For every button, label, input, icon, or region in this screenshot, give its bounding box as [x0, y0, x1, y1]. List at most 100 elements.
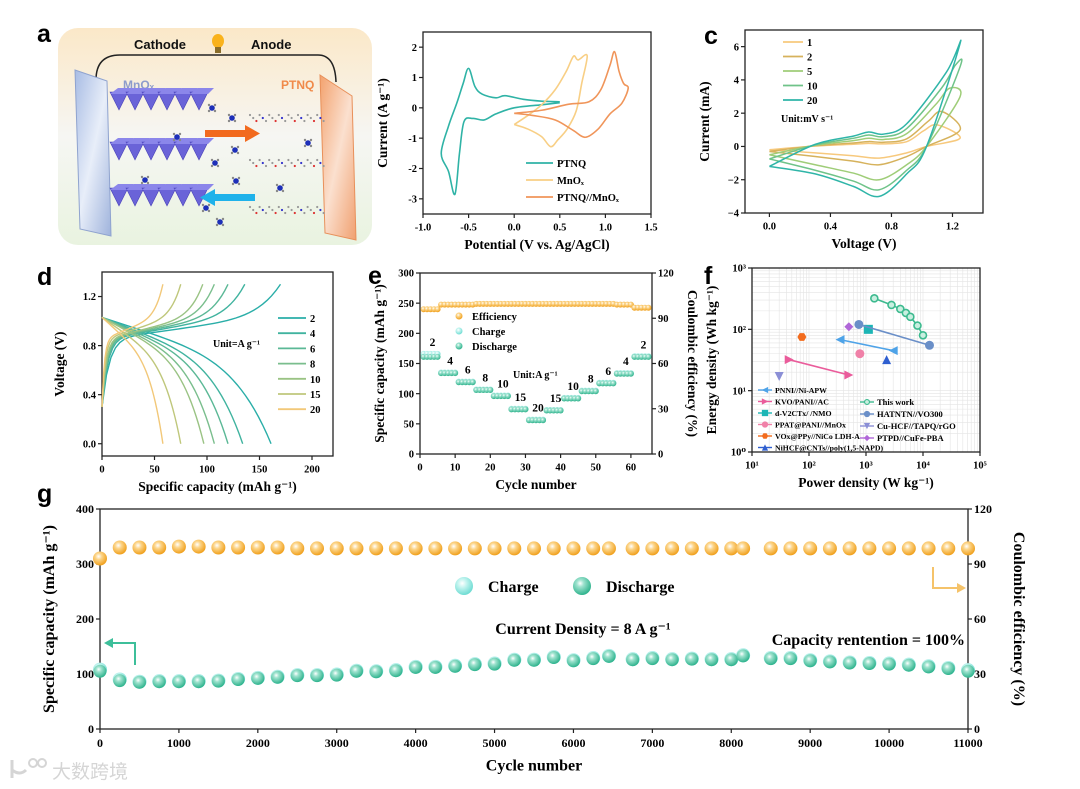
- chart-g: 0 1000 2000 3000 4000 5000 6000 7000 8000 9000 100…: [41, 502, 1027, 774]
- discharge-curve-4: [101, 316, 244, 444]
- series-PTPD//CuFe-PBA: [844, 322, 854, 332]
- mnox-layers: [109, 88, 214, 207]
- cathode-label: Cathode: [134, 37, 186, 52]
- molecule-atom: [303, 164, 306, 168]
- molecule-atom: [284, 211, 287, 215]
- y-tick-label: -1: [408, 134, 417, 145]
- data-point: [844, 322, 854, 332]
- efficiency-point: [112, 540, 127, 555]
- x-tick-label: 10²: [802, 461, 816, 472]
- unit-annotation: Unit=A g⁻¹: [213, 339, 260, 350]
- y2-tick-label: 30: [658, 404, 669, 415]
- discharge-point: [330, 668, 344, 682]
- efficiency-point: [270, 540, 285, 555]
- data-point: [835, 335, 845, 345]
- legend-label: KVO/PANI//AC: [775, 398, 829, 407]
- x-tick-label: 10⁵: [973, 461, 987, 472]
- x-axis-label: Cycle number: [486, 758, 582, 775]
- x-tick-label: 50: [149, 465, 160, 476]
- efficiency-point: [783, 541, 798, 556]
- y2-tick-label: 0: [658, 450, 663, 461]
- discharge-point: [487, 387, 494, 394]
- efficiency-point: [601, 541, 616, 556]
- efficiency-point: [586, 541, 601, 556]
- molecule-atom: [264, 164, 268, 168]
- rate-label: 8: [588, 374, 594, 386]
- legend-marker: [761, 409, 769, 417]
- chart-b: -1.0 -0.5 0.0 0.5 1.0 1.5 -3 -2 -1 0 1 2 Potential (…: [375, 31, 658, 252]
- x-tick-label: 50: [591, 463, 602, 474]
- molecule-atom: [306, 205, 309, 209]
- x-tick-label: 1000: [167, 736, 191, 750]
- y-tick-label: 250: [398, 299, 414, 310]
- efficiency-point: [250, 540, 265, 555]
- molecule-atom: [287, 113, 290, 117]
- efficiency-point: [803, 541, 818, 556]
- current-density-annotation: Current Density = 8 A g⁻¹: [495, 621, 671, 638]
- mnox-octahedron-top: [190, 88, 214, 94]
- discharge-point: [566, 654, 580, 668]
- ammonium-ion-icon: [215, 217, 225, 227]
- ammonium-ion-icon: [210, 158, 220, 168]
- data-point: [774, 372, 784, 382]
- cathode-plate: [74, 69, 112, 237]
- discharge-point: [469, 379, 476, 386]
- legend-label: 6: [310, 344, 315, 355]
- molecule-atom: [306, 158, 309, 162]
- x-axis-label: Specific capacity (mAh g⁻¹): [138, 479, 297, 494]
- y-tick-label: 10⁰: [731, 448, 747, 459]
- x-axis-label: Potential (V vs. Ag/AgCl): [464, 237, 609, 252]
- x-tick-label: 10: [450, 463, 461, 474]
- right-axis-arrow-icon: [932, 567, 966, 593]
- legend-label: Discharge: [472, 342, 517, 353]
- y-tick-label: 4: [734, 76, 740, 87]
- x-tick-label: 0.4: [824, 222, 838, 233]
- molecule-atom: [284, 164, 287, 168]
- molecule-atom: [309, 208, 312, 212]
- discharge-point: [172, 675, 186, 689]
- ptnq-molecules: [248, 113, 325, 215]
- discharge-point: [803, 654, 817, 668]
- efficiency-point: [901, 541, 916, 556]
- molecule-atom: [252, 208, 255, 212]
- discharge-point: [665, 653, 679, 667]
- legend-label: 8: [310, 360, 315, 371]
- discharge-curve-8: [101, 316, 216, 444]
- y-tick-label: 0.0: [83, 439, 96, 450]
- molecule-atom: [271, 208, 274, 212]
- ammonium-ions: [140, 103, 313, 227]
- molecule-atom: [277, 205, 280, 209]
- chart-e: 0 10 20 30 40 50 60 0 50 100 150 200 250 300 0 30 60 90 12…: [372, 269, 700, 492]
- molecule-atom: [296, 113, 300, 117]
- molecule-atom: [268, 158, 271, 162]
- discharge-point: [764, 652, 778, 666]
- discharge-point: [627, 370, 634, 377]
- series-KVO/PANI//AC: [784, 355, 854, 380]
- legend-label: This work: [877, 397, 914, 407]
- data-point: [906, 312, 915, 322]
- legend-marker-discharge: [573, 577, 591, 595]
- x-tick-label: -0.5: [460, 223, 477, 234]
- discharge-point: [645, 353, 652, 360]
- series-NiHCF@CNTs//poly(1,5-NAPD): [882, 355, 892, 365]
- legend-marker: [761, 433, 769, 439]
- legend-marker: [863, 434, 871, 442]
- charge-curve-4: [101, 283, 246, 408]
- cv-curve-PTNQ: [440, 67, 560, 196]
- y-axis-label: Specific capacity (mAh g⁻¹): [372, 284, 387, 443]
- discharge-point: [507, 653, 521, 667]
- x-tick-label: 8000: [719, 736, 743, 750]
- x-tick-label: 10¹: [745, 461, 759, 472]
- y-axis-label: Current (mA): [697, 81, 712, 161]
- x-axis-label: Voltage (V): [831, 236, 896, 251]
- molecule-atom: [296, 205, 300, 209]
- x-tick-label: 0: [97, 736, 103, 750]
- series-PNNI//Ni-APW: [835, 335, 898, 356]
- ammonium-ion-icon: [275, 183, 285, 193]
- y2-tick-label: 90: [974, 557, 986, 571]
- legend-marker: [455, 327, 463, 335]
- efficiency-point: [645, 541, 660, 556]
- ammonium-ion-icon: [230, 145, 240, 155]
- charts: -1.0 -0.5 0.0 0.5 1.0 1.5 -3 -2 -1 0 1 2 Potential (…: [41, 29, 1027, 775]
- legend-marker: [455, 312, 463, 320]
